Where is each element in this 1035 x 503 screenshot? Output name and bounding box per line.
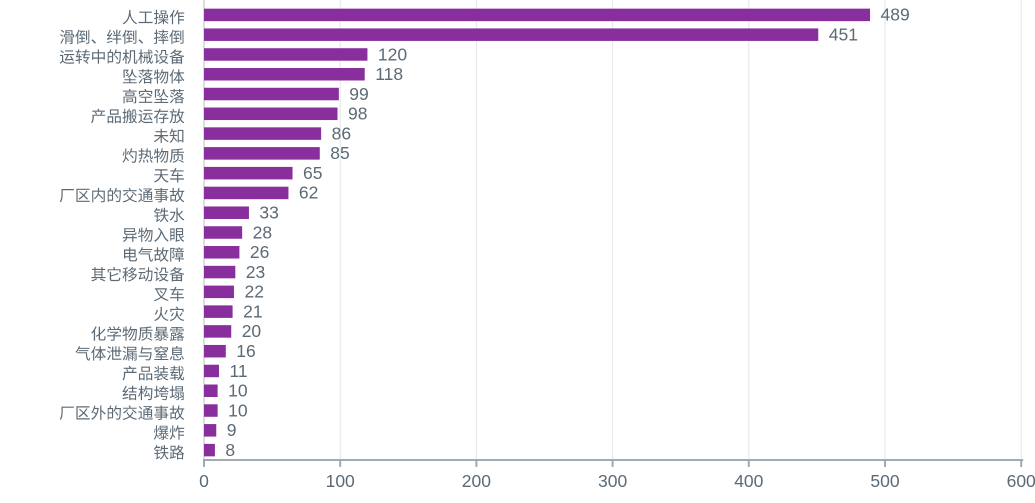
- svg-text:20: 20: [242, 321, 262, 341]
- svg-text:500: 500: [870, 471, 899, 491]
- svg-text:23: 23: [246, 262, 265, 282]
- svg-text:600: 600: [1007, 471, 1035, 491]
- svg-text:9: 9: [227, 420, 237, 440]
- svg-text:26: 26: [250, 242, 269, 262]
- svg-text:10: 10: [228, 381, 248, 401]
- svg-text:85: 85: [330, 143, 349, 163]
- svg-text:99: 99: [349, 84, 368, 104]
- svg-text:65: 65: [303, 163, 322, 183]
- svg-text:22: 22: [245, 282, 264, 302]
- svg-text:28: 28: [253, 222, 272, 242]
- svg-text:120: 120: [378, 44, 407, 64]
- svg-text:451: 451: [829, 24, 858, 44]
- svg-text:489: 489: [881, 5, 910, 25]
- svg-text:10: 10: [228, 400, 248, 420]
- svg-text:300: 300: [598, 471, 627, 491]
- svg-text:62: 62: [299, 183, 318, 203]
- svg-text:33: 33: [259, 203, 278, 223]
- svg-text:11: 11: [230, 361, 248, 381]
- svg-text:400: 400: [734, 471, 763, 491]
- svg-text:100: 100: [326, 471, 355, 491]
- svg-text:118: 118: [375, 64, 403, 84]
- svg-text:0: 0: [199, 471, 209, 491]
- svg-text:200: 200: [462, 471, 491, 491]
- svg-text:8: 8: [225, 440, 235, 460]
- svg-text:86: 86: [332, 123, 351, 143]
- svg-text:16: 16: [236, 341, 255, 361]
- svg-text:98: 98: [348, 104, 367, 124]
- svg-text:21: 21: [243, 301, 262, 321]
